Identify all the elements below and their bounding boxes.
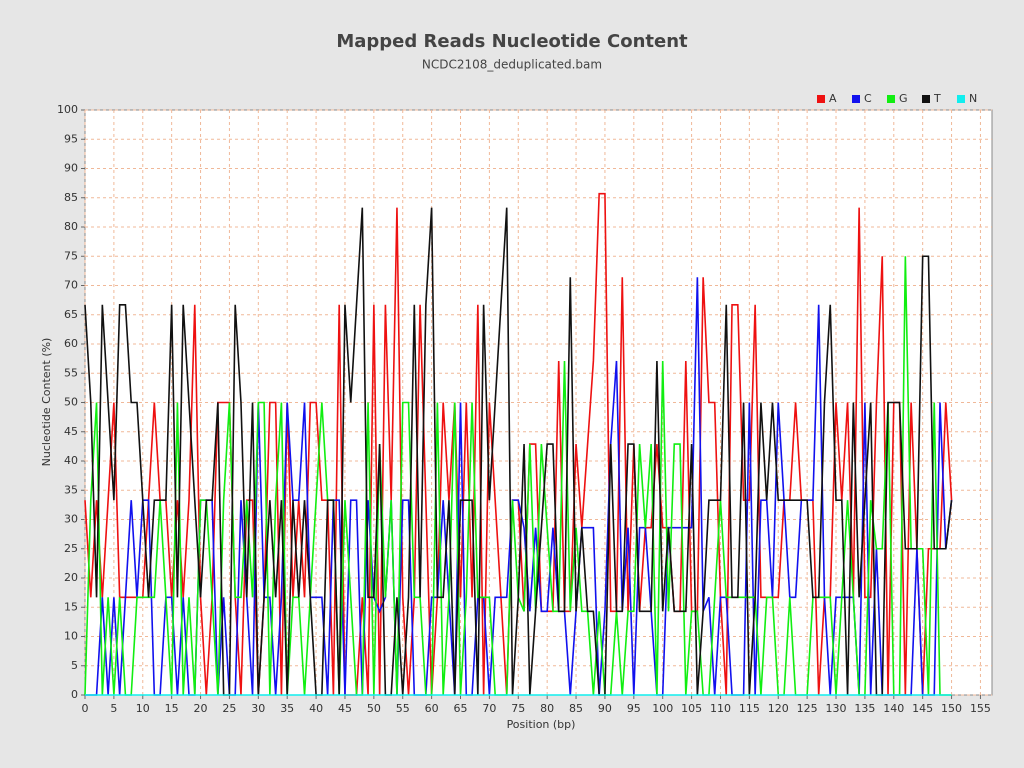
y-tick-label: 35 [64,483,78,496]
x-tick-label: 125 [797,702,818,715]
x-tick-label: 130 [826,702,847,715]
x-tick-label: 120 [768,702,789,715]
legend-label: T [933,92,941,105]
x-axis-label: Position (bp) [507,718,576,731]
y-tick-label: 45 [64,425,78,438]
legend-label: A [829,92,837,105]
x-tick-label: 45 [338,702,352,715]
x-tick-label: 100 [652,702,673,715]
y-tick-label: 55 [64,366,78,379]
y-tick-label: 100 [57,103,78,116]
y-tick-label: 5 [71,659,78,672]
x-tick-label: 50 [367,702,381,715]
x-tick-label: 135 [854,702,875,715]
y-tick-label: 70 [64,279,78,292]
x-tick-label: 5 [110,702,117,715]
x-tick-label: 145 [912,702,933,715]
legend-swatch [887,95,895,103]
legend-label: C [864,92,872,105]
legend-label: G [899,92,908,105]
y-axis-label: Nucleotide Content (%) [40,338,53,467]
y-tick-label: 85 [64,191,78,204]
x-tick-label: 95 [627,702,641,715]
x-tick-label: 110 [710,702,731,715]
y-tick-label: 15 [64,600,78,613]
x-tick-label: 90 [598,702,612,715]
x-tick-label: 155 [970,702,991,715]
x-tick-label: 70 [482,702,496,715]
y-tick-label: 50 [64,396,78,409]
legend-swatch [957,95,965,103]
legend-swatch [852,95,860,103]
x-tick-label: 60 [425,702,439,715]
y-tick-label: 80 [64,220,78,233]
y-tick-label: 0 [71,688,78,701]
y-tick-label: 95 [64,132,78,145]
y-tick-label: 65 [64,308,78,321]
legend-label: N [969,92,977,105]
y-tick-label: 25 [64,542,78,555]
y-tick-label: 10 [64,630,78,643]
x-tick-label: 35 [280,702,294,715]
x-tick-label: 150 [941,702,962,715]
x-tick-label: 65 [454,702,468,715]
x-tick-label: 75 [511,702,525,715]
chart-title: Mapped Reads Nucleotide Content [336,31,688,52]
y-tick-label: 40 [64,454,78,467]
x-tick-label: 10 [136,702,150,715]
legend-swatch [922,95,930,103]
y-tick-label: 90 [64,162,78,175]
x-tick-label: 115 [739,702,760,715]
x-tick-label: 85 [569,702,583,715]
x-tick-label: 25 [222,702,236,715]
x-tick-label: 55 [396,702,410,715]
chart-subtitle: NCDC2108_deduplicated.bam [422,58,602,72]
x-tick-label: 20 [194,702,208,715]
x-tick-label: 15 [165,702,179,715]
legend-swatch [817,95,825,103]
y-tick-label: 20 [64,571,78,584]
x-tick-label: 0 [82,702,89,715]
y-tick-label: 60 [64,337,78,350]
x-tick-label: 40 [309,702,323,715]
x-tick-label: 105 [681,702,702,715]
x-tick-label: 140 [883,702,904,715]
x-tick-label: 30 [251,702,265,715]
y-tick-label: 30 [64,513,78,526]
x-tick-label: 80 [540,702,554,715]
y-tick-label: 75 [64,249,78,262]
